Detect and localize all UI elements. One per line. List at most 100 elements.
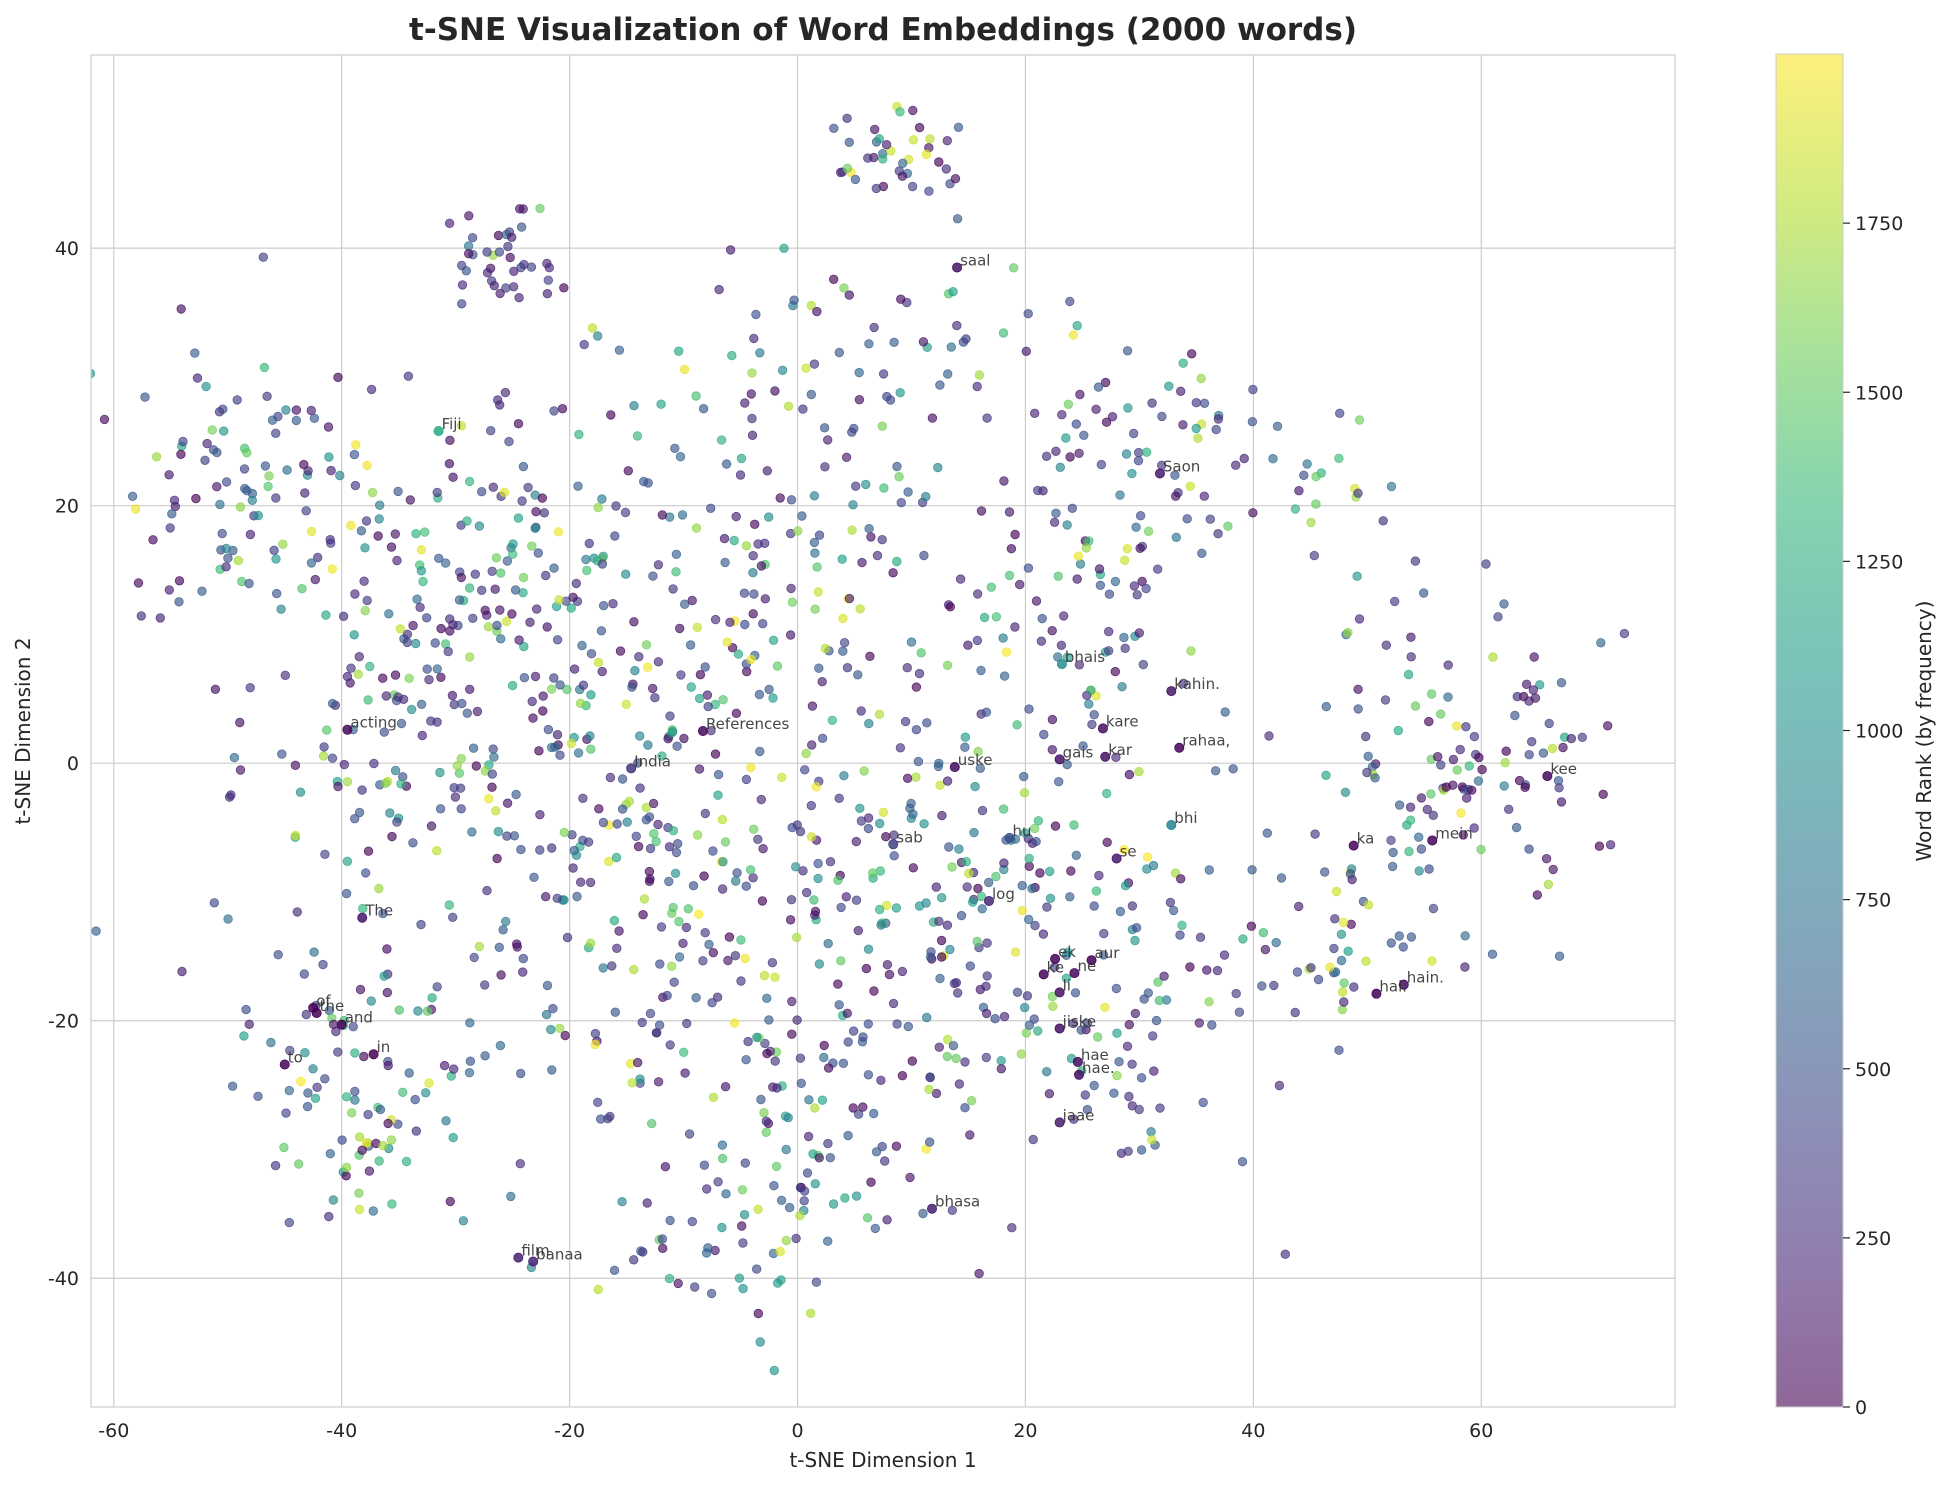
scatter-point [1124, 1091, 1134, 1102]
scatter-point [1074, 448, 1084, 459]
scatter-point [1466, 785, 1477, 795]
scatter-point [501, 283, 511, 293]
scatter-point [1135, 543, 1145, 554]
scatter-point [406, 704, 417, 715]
scatter-point [1306, 517, 1316, 528]
scatter-point [981, 1008, 992, 1019]
scatter-point [325, 535, 335, 545]
scatter-point [445, 435, 455, 446]
scatter-point [624, 796, 635, 807]
scatter-point [769, 1180, 779, 1191]
scatter-point [900, 716, 911, 727]
scatter-point [960, 1057, 970, 1067]
scatter-point [482, 247, 492, 257]
scatter-point [814, 530, 825, 540]
scatter-point [916, 648, 926, 658]
scatter-point [703, 1243, 713, 1253]
scatter-point [579, 339, 589, 350]
scatter-point [1239, 453, 1249, 464]
scatter-point [583, 837, 594, 847]
scatter-point [998, 633, 1008, 643]
scatter-point [1386, 835, 1396, 846]
scatter-point [676, 670, 686, 680]
scatter-point [403, 371, 414, 381]
scatter-point [190, 348, 200, 358]
word-label: uske [958, 751, 993, 769]
scatter-point [1310, 829, 1320, 839]
scatter-point [1052, 652, 1063, 662]
scatter-point [841, 892, 852, 902]
scatter-point [575, 698, 586, 709]
scatter-point [1076, 1025, 1086, 1035]
scatter-point [921, 149, 932, 160]
word-label: bhais [1065, 648, 1105, 666]
scatter-point [1185, 962, 1195, 972]
scatter-point [1212, 965, 1223, 976]
scatter-point [444, 900, 455, 910]
scatter-point [675, 623, 685, 634]
scatter-point [1194, 1018, 1205, 1028]
scatter-point [635, 783, 645, 793]
scatter-point [1524, 750, 1534, 760]
scatter-point [357, 785, 367, 795]
scatter-point [1238, 934, 1248, 944]
scatter-point [1023, 309, 1033, 319]
scatter-point [543, 275, 554, 285]
scatter-point [948, 287, 958, 297]
scatter-point [568, 863, 578, 873]
scatter-point [169, 495, 180, 506]
scatter-point [629, 617, 639, 627]
scatter-point [735, 470, 746, 480]
scatter-point [574, 429, 584, 440]
scatter-point [718, 857, 728, 867]
labeled-point [1054, 987, 1065, 998]
scatter-point [212, 447, 222, 458]
scatter-point [1416, 844, 1427, 854]
scatter-point [1061, 433, 1071, 443]
scatter-point [621, 699, 632, 710]
scatter-point [1521, 679, 1532, 690]
scatter-point [865, 651, 875, 662]
scatter-point [718, 695, 728, 705]
scatter-point [342, 777, 353, 787]
scatter-point [309, 947, 319, 957]
x-tick-label: 0 [791, 1420, 803, 1442]
scatter-point [1405, 815, 1416, 825]
scatter-point [834, 1000, 844, 1010]
scatter-point [516, 844, 526, 855]
scatter-point [951, 1053, 961, 1064]
scatter-point [1193, 433, 1203, 443]
scatter-point [891, 903, 902, 913]
scatter-point [620, 507, 631, 518]
scatter-point [934, 758, 944, 769]
scatter-point [542, 289, 553, 299]
scatter-point [402, 637, 413, 648]
scatter-point [607, 961, 617, 971]
scatter-point [594, 804, 604, 814]
scatter-point [1352, 571, 1362, 581]
scatter-point [387, 831, 397, 842]
scatter-point [1510, 710, 1520, 721]
scatter-point [242, 486, 252, 496]
scatter-point [643, 662, 653, 672]
scatter-point [1122, 544, 1133, 554]
labeled-point [1054, 754, 1065, 765]
scatter-point [226, 790, 236, 800]
scatter-point [1210, 766, 1221, 776]
scatter-point [324, 452, 334, 462]
scatter-point [878, 807, 889, 818]
scatter-point [692, 622, 703, 633]
scatter-point [817, 677, 827, 687]
scatter-point [439, 1060, 450, 1071]
scatter-point [761, 1116, 772, 1126]
scatter-point [1293, 901, 1304, 912]
scatter-point [312, 1082, 322, 1093]
scatter-point [1394, 931, 1405, 941]
scatter-point [775, 1246, 786, 1257]
scatter-point [1577, 732, 1588, 743]
scatter-point [301, 1009, 312, 1020]
scatter-point [550, 742, 560, 752]
scatter-point [1346, 919, 1356, 930]
scatter-point [879, 483, 889, 493]
